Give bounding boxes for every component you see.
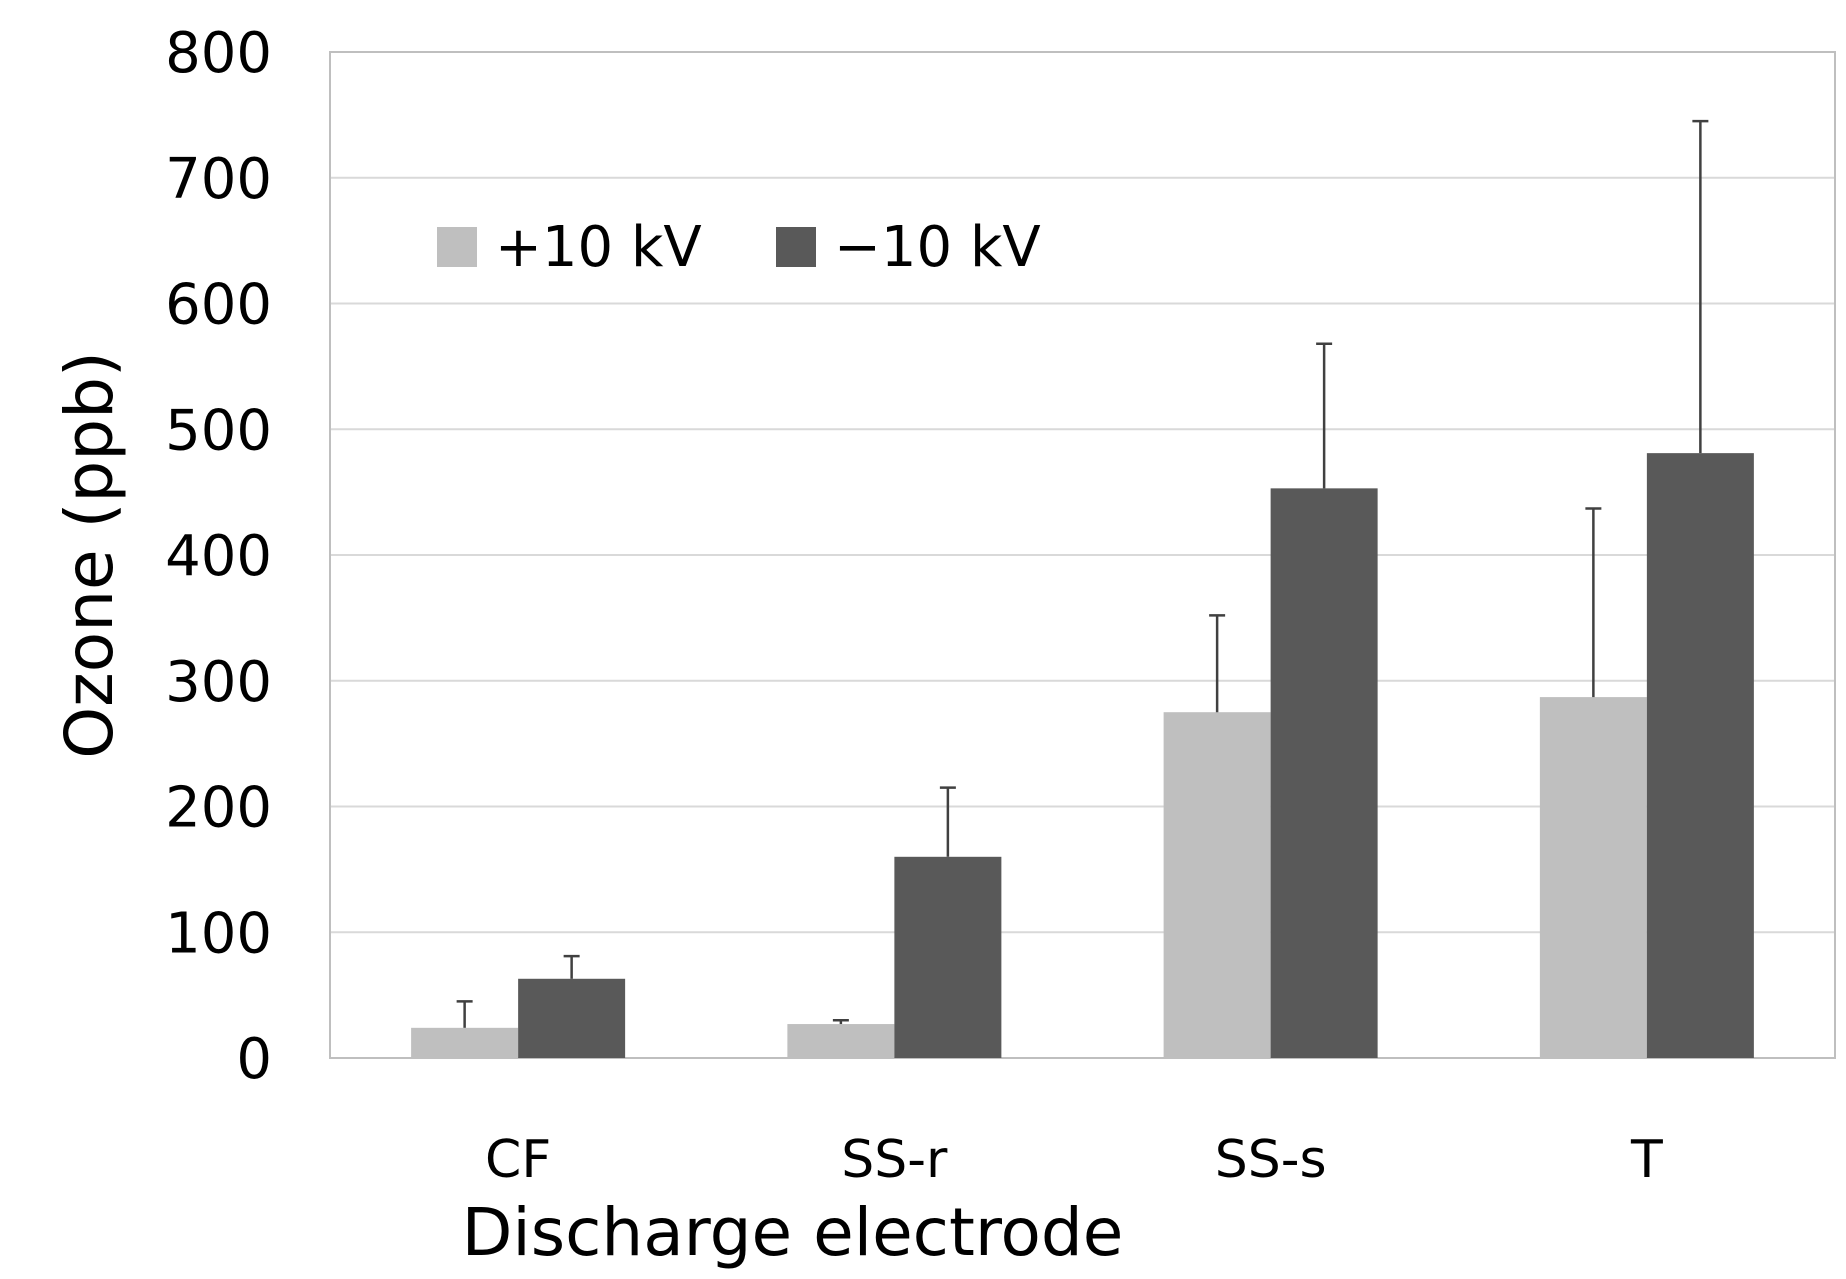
y-tick-labels: 0 100 200 300 400 500 600 700 800 <box>165 21 272 1092</box>
bar <box>1163 712 1271 1058</box>
bar <box>1539 697 1647 1058</box>
y-tick-label: 200 <box>165 776 272 841</box>
y-tick-label: 800 <box>165 21 272 86</box>
legend: +10 kV −10 kV <box>437 215 1041 280</box>
y-axis-title: Ozone (ppb) <box>51 351 128 759</box>
y-tick-label: 700 <box>165 147 272 212</box>
y-tick-label: 400 <box>165 524 272 589</box>
x-tick-label: SS-s <box>1215 1130 1327 1190</box>
x-tick-label: T <box>1630 1130 1663 1190</box>
bar <box>787 1024 895 1058</box>
bar <box>1270 488 1378 1058</box>
bar <box>894 856 1002 1058</box>
legend-label: +10 kV <box>495 215 702 280</box>
error-bars-group <box>456 119 1709 1028</box>
y-tick-label: 600 <box>165 273 272 338</box>
y-tick-label: 300 <box>165 650 272 715</box>
y-tick-label: 100 <box>165 901 272 966</box>
legend-label: −10 kV <box>834 215 1041 280</box>
plot-area-border <box>329 51 1836 1059</box>
x-tick-labels: CF SS-r SS-s T <box>485 1130 1663 1190</box>
bar <box>518 978 626 1058</box>
legend-swatch <box>776 227 816 267</box>
x-axis-title: Discharge electrode <box>462 1194 1124 1271</box>
bars-group <box>411 453 1754 1059</box>
y-tick-label: 500 <box>165 398 272 463</box>
y-tick-label: 0 <box>236 1027 272 1092</box>
x-tick-label: CF <box>485 1130 551 1190</box>
bar <box>411 1027 519 1058</box>
x-tick-label: SS-r <box>841 1130 948 1190</box>
bar <box>1646 453 1754 1059</box>
legend-swatch <box>437 227 477 267</box>
